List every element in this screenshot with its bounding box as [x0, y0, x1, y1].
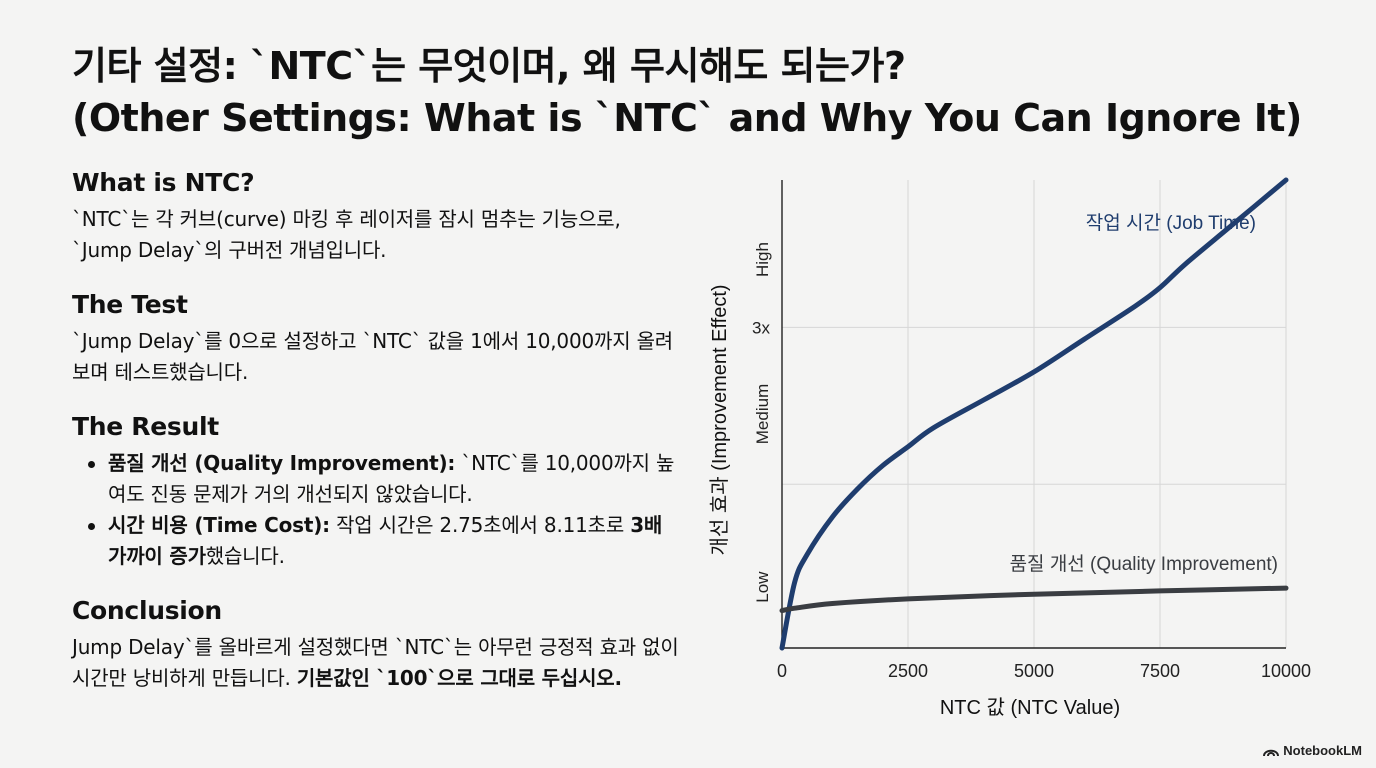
- page-title-english: (Other Settings: What is `NTC` and Why Y…: [72, 96, 1302, 140]
- conclusion-text: Jump Delay`를 올바르게 설정했다면 `NTC`는 아무런 긍정적 효…: [72, 635, 679, 690]
- section-body: `NTC`는 각 커브(curve) 마킹 후 레이저를 잠시 멈추는 기능으로…: [72, 207, 621, 262]
- bullet-text: 했습니다.: [205, 544, 285, 568]
- bullet-text: `NTC`를 10,000까지 높여도 진동 문제가 거의 개선되지 않았습니다…: [108, 451, 675, 506]
- brand-watermark: NotebookLM: [1263, 743, 1362, 758]
- list-item: 품질 개선 (Quality Improvement): `NTC`를 10,0…: [88, 448, 682, 510]
- series-label-job-time: 작업 시간 (Job Time): [1086, 212, 1256, 234]
- section-the-test: The Test `Jump Delay`를 0으로 설정하고 `NTC` 값을…: [72, 288, 682, 388]
- bullet-label: 품질 개선 (Quality Improvement):: [108, 451, 456, 475]
- title-block: 기타 설정: `NTC`는 무엇이며, 왜 무시해도 되는가? (Other S…: [72, 40, 1322, 144]
- list-item: 시간 비용 (Time Cost): 작업 시간은 2.75초에서 8.11초로…: [88, 510, 682, 572]
- series-line-job-time: [779, 177, 1289, 651]
- line-chart: 0 2500 5000 7500 10000 Low Medium 3x High NTC 값 (…: [708, 177, 1311, 719]
- bullet-icon: [88, 461, 95, 468]
- result-bullet-list: 품질 개선 (Quality Improvement): `NTC`를 10,0…: [72, 448, 682, 572]
- x-axis-label: NTC 값 (NTC Value): [940, 696, 1120, 719]
- section-body: Jump Delay`를 올바르게 설정했다면 `NTC`는 아무런 긍정적 효…: [72, 632, 682, 694]
- section-heading: The Result: [72, 412, 219, 441]
- bullet-icon: [88, 523, 95, 530]
- section-conclusion: Conclusion Jump Delay`를 올바르게 설정했다면 `NTC`…: [72, 594, 682, 694]
- x-tick-label: 10000: [1261, 661, 1311, 681]
- x-tick-label: 0: [777, 661, 787, 681]
- x-tick-label: 5000: [1014, 661, 1054, 681]
- y-tick-label: High: [753, 242, 772, 277]
- conclusion-emphasis: 기본값인 `100`으로 그대로 두십시오.: [296, 666, 622, 690]
- section-heading: What is NTC?: [72, 168, 255, 197]
- x-tick-label: 2500: [888, 661, 928, 681]
- explanation-column: What is NTC? `NTC`는 각 커브(curve) 마킹 후 레이저…: [72, 166, 682, 716]
- x-tick-label: 7500: [1140, 661, 1180, 681]
- page-title-korean: 기타 설정: `NTC`는 무엇이며, 왜 무시해도 되는가?: [72, 44, 906, 88]
- section-heading: The Test: [72, 290, 188, 319]
- section-what-is-ntc: What is NTC? `NTC`는 각 커브(curve) 마킹 후 레이저…: [72, 166, 682, 266]
- section-body: `Jump Delay`를 0으로 설정하고 `NTC` 값을 1에서 10,0…: [72, 329, 673, 384]
- y-tick-label: 3x: [752, 318, 770, 337]
- section-the-result: The Result 품질 개선 (Quality Improvement): …: [72, 410, 682, 572]
- y-tick-label: Low: [753, 571, 772, 603]
- bullet-text: 작업 시간은 2.75초에서 8.11초로: [329, 513, 631, 537]
- notebooklm-logo-icon: [1263, 749, 1280, 756]
- y-tick-label: Medium: [753, 384, 772, 444]
- y-axis-label: 개선 효과 (Improvement Effect): [708, 284, 731, 555]
- series-label-quality-improvement: 품질 개선 (Quality Improvement): [1010, 553, 1278, 575]
- brand-label: NotebookLM: [1283, 743, 1362, 758]
- bullet-emphasis: 3배 가까이 증가: [108, 513, 663, 568]
- series-line-quality-improvement: [779, 585, 1289, 614]
- section-heading: Conclusion: [72, 596, 222, 625]
- chart: 0 2500 5000 7500 10000 Low Medium 3x High NTC 값 (…: [690, 160, 1330, 730]
- bullet-label: 시간 비용 (Time Cost):: [108, 513, 330, 537]
